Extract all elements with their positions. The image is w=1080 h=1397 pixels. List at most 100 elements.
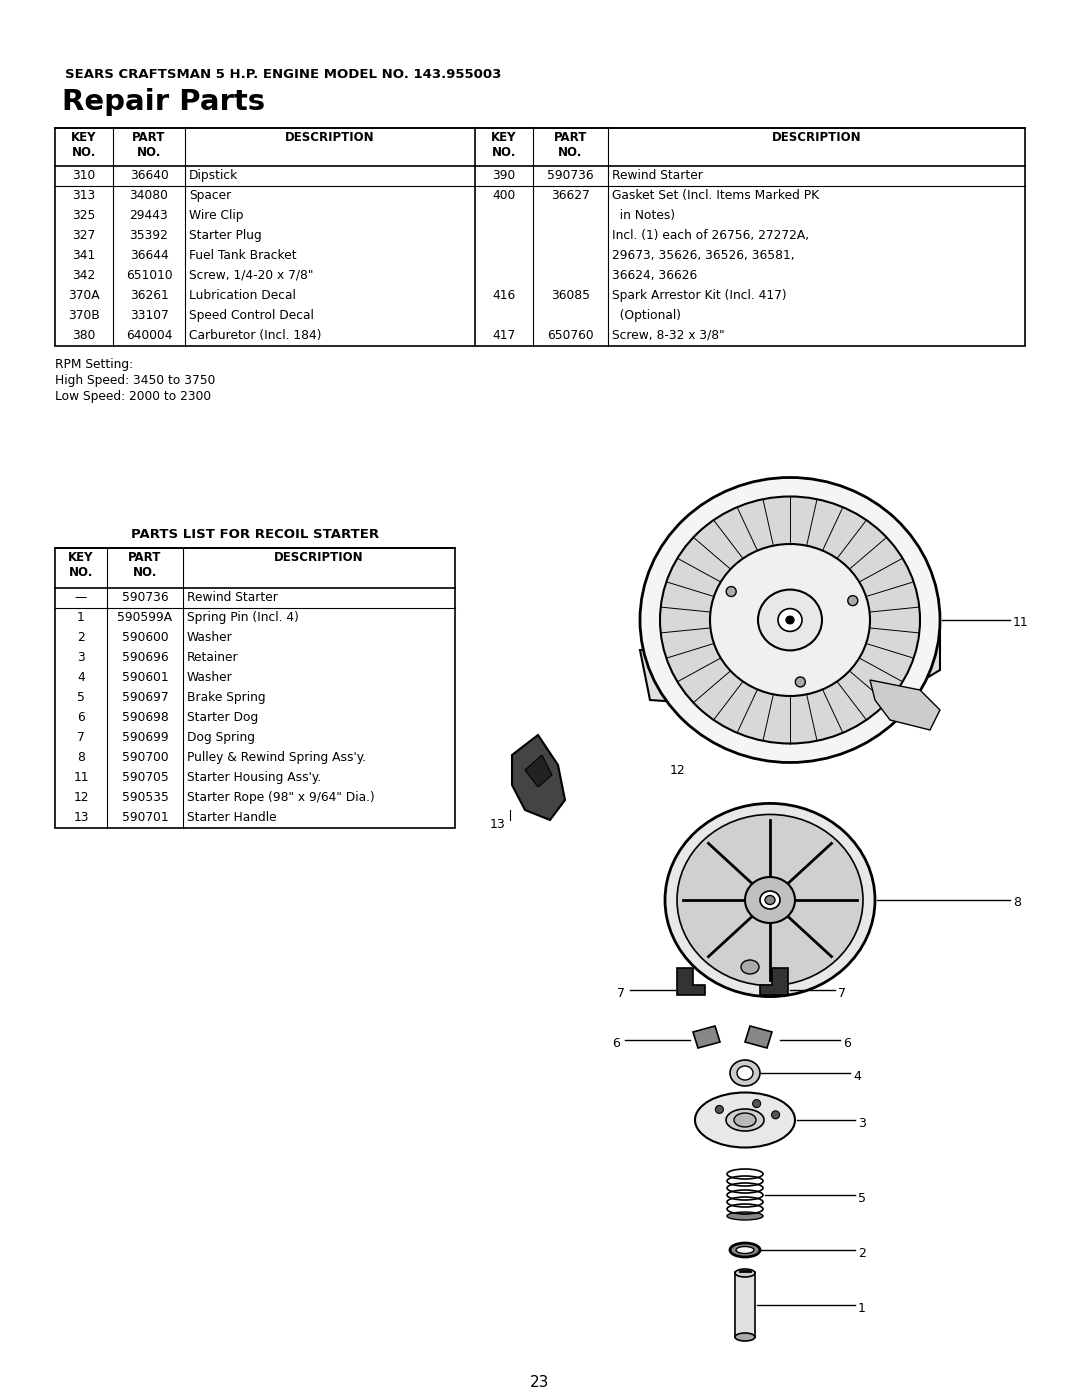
Text: Pulley & Rewind Spring Ass'y.: Pulley & Rewind Spring Ass'y. [187,752,366,764]
Polygon shape [640,630,940,715]
Text: in Notes): in Notes) [612,210,675,222]
Ellipse shape [786,616,794,624]
Text: 33107: 33107 [130,309,168,321]
Text: Spark Arrestor Kit (Incl. 417): Spark Arrestor Kit (Incl. 417) [612,289,786,302]
Text: 11: 11 [1013,616,1029,629]
Text: KEY
NO.: KEY NO. [68,550,94,578]
Text: 3: 3 [858,1118,866,1130]
Text: 36640: 36640 [130,169,168,182]
Text: 370A: 370A [68,289,99,302]
Text: 2: 2 [77,631,85,644]
Text: 11: 11 [73,771,89,784]
Bar [735,1273,755,1337]
Text: 36627: 36627 [551,189,590,203]
Text: 400: 400 [492,189,515,203]
Ellipse shape [735,1246,754,1253]
Text: DESCRIPTION: DESCRIPTION [772,131,862,144]
Ellipse shape [778,609,802,631]
Text: Starter Dog: Starter Dog [187,711,258,724]
Text: Screw, 8-32 x 3/8": Screw, 8-32 x 3/8" [612,330,725,342]
Text: 7: 7 [838,988,846,1000]
Text: Dipstick: Dipstick [189,169,239,182]
Text: 370B: 370B [68,309,99,321]
Text: Starter Rope (98" x 9/64" Dia.): Starter Rope (98" x 9/64" Dia.) [187,791,375,805]
Text: 390: 390 [492,169,515,182]
Text: 12: 12 [73,791,89,805]
Text: (Optional): (Optional) [612,309,681,321]
Text: 1: 1 [858,1302,866,1315]
Text: PARTS LIST FOR RECOIL STARTER: PARTS LIST FOR RECOIL STARTER [131,528,379,541]
Text: Retainer: Retainer [187,651,239,664]
Text: 650760: 650760 [548,330,594,342]
Text: 23: 23 [530,1375,550,1390]
Text: 6: 6 [843,1037,851,1051]
Bar [55,548,455,828]
Text: 36624, 36626: 36624, 36626 [612,270,698,282]
Ellipse shape [730,1243,760,1257]
Text: 8: 8 [1013,895,1021,909]
Text: PART
NO.: PART NO. [554,131,588,159]
Text: 7: 7 [77,731,85,745]
Text: 327: 327 [72,229,96,242]
Ellipse shape [665,803,875,996]
Text: RPM Setting:: RPM Setting: [55,358,133,372]
Text: 590700: 590700 [122,752,168,764]
Ellipse shape [741,960,759,974]
Text: 325: 325 [72,210,96,222]
Ellipse shape [760,891,780,909]
Text: SEARS CRAFTSMAN 5 H.P. ENGINE MODEL NO. 143.955003: SEARS CRAFTSMAN 5 H.P. ENGINE MODEL NO. … [65,68,501,81]
Text: Dog Spring: Dog Spring [187,731,255,745]
Polygon shape [760,968,788,995]
Text: Incl. (1) each of 26756, 27272A,: Incl. (1) each of 26756, 27272A, [612,229,809,242]
Text: 590601: 590601 [122,671,168,685]
Text: 590600: 590600 [122,631,168,644]
Text: Lubrication Decal: Lubrication Decal [189,289,296,302]
Text: 36644: 36644 [130,249,168,263]
Text: 313: 313 [72,189,96,203]
Text: Starter Housing Ass'y.: Starter Housing Ass'y. [187,771,321,784]
Text: 36085: 36085 [551,289,590,302]
Text: Rewind Starter: Rewind Starter [612,169,703,182]
Text: 590736: 590736 [122,591,168,604]
Text: Starter Handle: Starter Handle [187,812,276,824]
Text: 36261: 36261 [130,289,168,302]
Text: 640004: 640004 [125,330,172,342]
Text: 651010: 651010 [125,270,173,282]
Text: 590705: 590705 [122,771,168,784]
Circle shape [715,1105,724,1113]
Text: 590697: 590697 [122,692,168,704]
Polygon shape [677,968,705,995]
Ellipse shape [727,1213,762,1220]
Text: 380: 380 [72,330,96,342]
Text: Washer: Washer [187,671,233,685]
Text: Screw, 1/4-20 x 7/8": Screw, 1/4-20 x 7/8" [189,270,313,282]
Text: 590701: 590701 [122,812,168,824]
Circle shape [795,678,806,687]
Text: 29443: 29443 [130,210,168,222]
Text: 590698: 590698 [122,711,168,724]
Text: 7: 7 [617,988,625,1000]
Bar [55,129,1025,346]
Text: 590699: 590699 [122,731,168,745]
Text: Brake Spring: Brake Spring [187,692,266,704]
Text: 590696: 590696 [122,651,168,664]
Circle shape [771,1111,780,1119]
Text: 12: 12 [670,764,686,777]
Circle shape [848,595,858,606]
Text: DESCRIPTION: DESCRIPTION [274,550,364,564]
Polygon shape [525,754,552,787]
Text: Carburetor (Incl. 184): Carburetor (Incl. 184) [189,330,322,342]
Text: 417: 417 [492,330,515,342]
Ellipse shape [730,1060,760,1085]
Text: PART
NO.: PART NO. [133,131,165,159]
Text: 5: 5 [858,1192,866,1206]
Text: PART
NO.: PART NO. [129,550,162,578]
Text: 310: 310 [72,169,96,182]
Text: Spring Pin (Incl. 4): Spring Pin (Incl. 4) [187,610,299,624]
Text: 342: 342 [72,270,96,282]
Ellipse shape [677,814,863,985]
Text: Fuel Tank Bracket: Fuel Tank Bracket [189,249,297,263]
Polygon shape [693,1025,720,1048]
Polygon shape [870,680,940,731]
Ellipse shape [758,590,822,651]
